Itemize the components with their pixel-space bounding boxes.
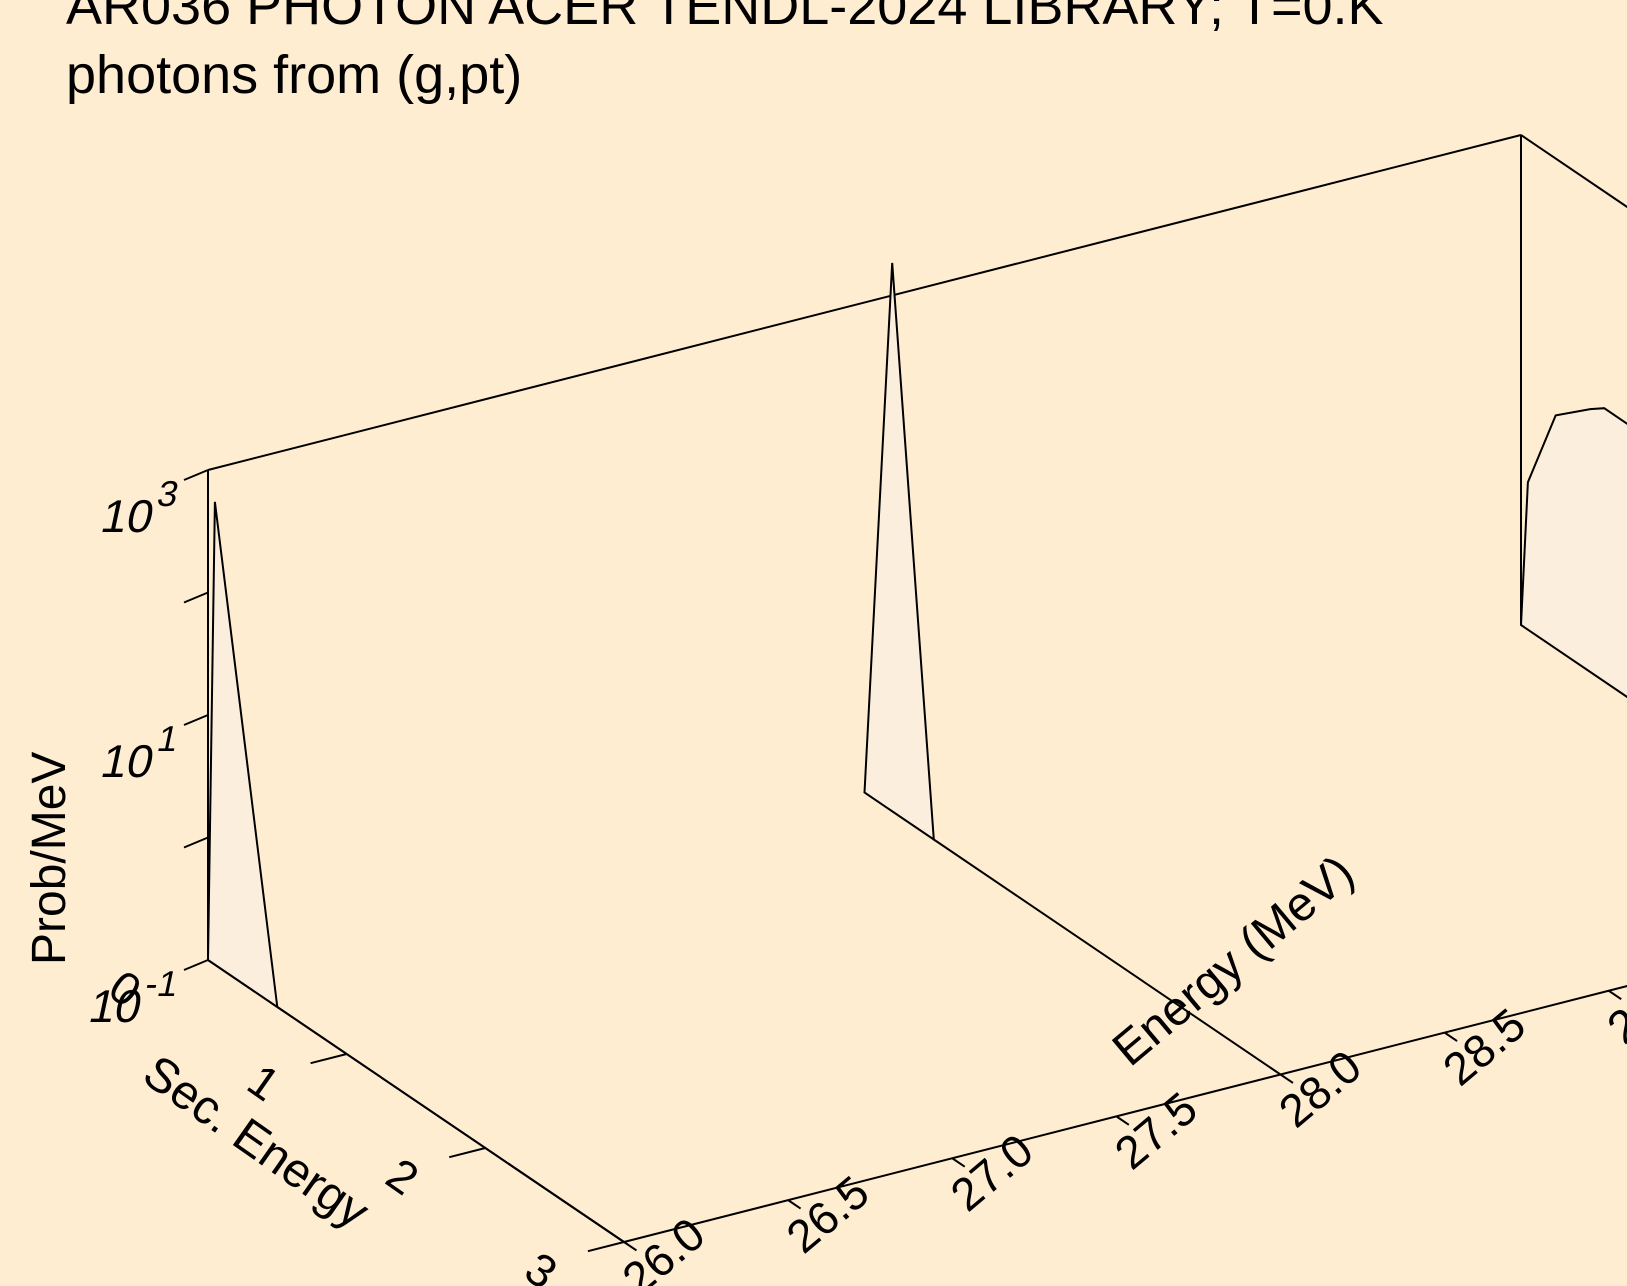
z-tick-base: 10 bbox=[85, 980, 147, 1031]
y-tick-mark bbox=[587, 1241, 625, 1253]
x-tick-mark bbox=[623, 1241, 638, 1252]
series-baseline-0 bbox=[276, 1006, 625, 1243]
z-tick-mark bbox=[183, 714, 209, 726]
z-tick-exponent: -1 bbox=[142, 963, 183, 1004]
y-tick-label: 2 bbox=[377, 1148, 428, 1205]
z-axis-label: Prob/MeV bbox=[23, 752, 76, 965]
x-tick-mark bbox=[1279, 1073, 1294, 1084]
back-top-edge bbox=[207, 134, 1522, 471]
z-tick-exponent: 1 bbox=[154, 718, 183, 759]
x-tick-mark bbox=[951, 1157, 966, 1168]
z-tick-mark bbox=[183, 591, 209, 604]
chart-title: AR036 PHOTON ACER TENDL-2024 LIBRARY; T=… bbox=[66, 0, 1384, 36]
series-slice-0 bbox=[206, 501, 279, 1010]
z-tick-label: 103 bbox=[97, 473, 183, 542]
x-tick-mark bbox=[1608, 989, 1622, 1001]
x-tick-label: 29.0 bbox=[1597, 956, 1627, 1053]
z-tick-mark bbox=[183, 836, 209, 849]
x-tick-label: 26.0 bbox=[612, 1207, 714, 1286]
series-slice-2 bbox=[1519, 407, 1627, 699]
z-tick-base: 10 bbox=[97, 735, 159, 786]
y-tick-mark bbox=[448, 1147, 486, 1159]
x-tick-mark bbox=[787, 1199, 802, 1210]
z-tick-mark bbox=[183, 469, 209, 481]
right-top-edge bbox=[1520, 134, 1627, 209]
series-baseline-1 bbox=[933, 838, 1282, 1076]
z-tick-base: 10 bbox=[97, 490, 159, 541]
chart-subtitle: photons from (g,pt) bbox=[66, 45, 522, 105]
data-series bbox=[206, 262, 1627, 1243]
z-tick-exponent: 3 bbox=[154, 473, 183, 514]
x-tick-mark bbox=[1115, 1115, 1130, 1126]
x-tick-mark bbox=[1444, 1031, 1458, 1042]
z-tick-mark bbox=[183, 959, 209, 971]
y-tick-mark bbox=[310, 1053, 347, 1065]
z-tick-label: 101 bbox=[97, 718, 183, 787]
series-slice-1 bbox=[863, 262, 935, 842]
y-tick-label: 3 bbox=[516, 1242, 567, 1286]
z-tick-label: 10-1 bbox=[85, 963, 183, 1032]
